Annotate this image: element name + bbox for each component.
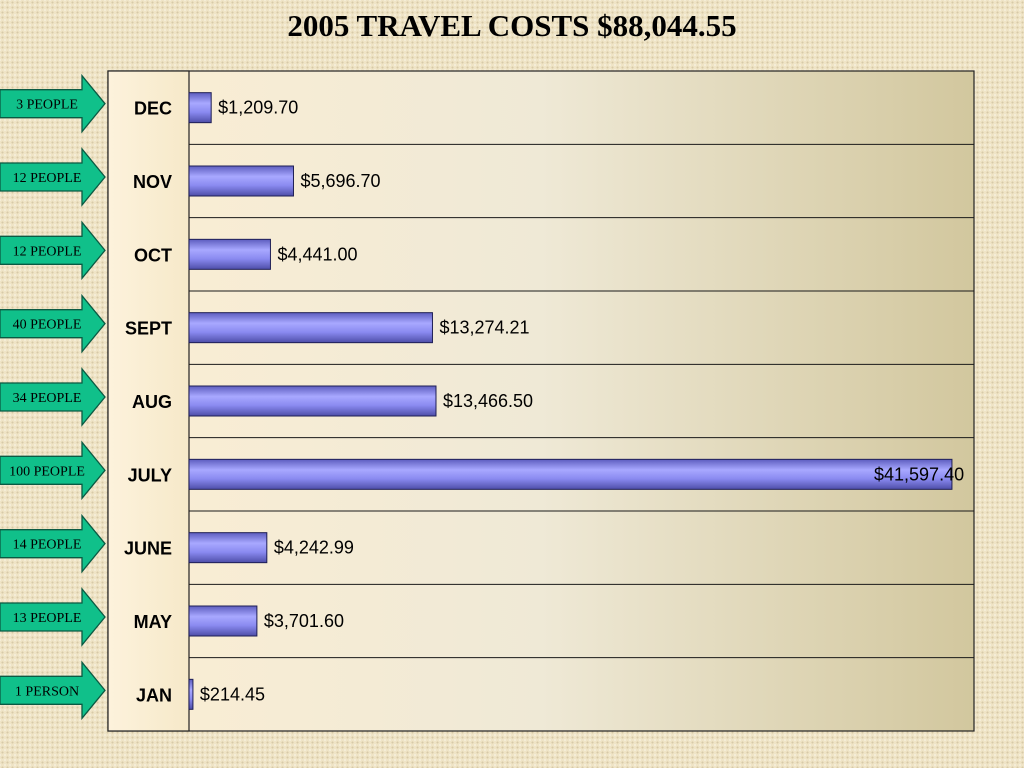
people-count-label: 40 PEOPLE (13, 318, 82, 333)
people-count-label: 14 PEOPLE (13, 538, 82, 553)
category-label: NOV (133, 172, 172, 192)
data-label: $3,701.60 (264, 611, 344, 631)
bar (188, 312, 433, 344)
data-label: $13,274.21 (439, 318, 529, 338)
people-count-label: 1 PERSON (15, 684, 79, 699)
people-count-label: 34 PEOPLE (13, 391, 82, 406)
arrow-callout (0, 660, 106, 721)
category-label: JULY (128, 465, 172, 485)
bar (188, 458, 953, 490)
bar (188, 605, 258, 637)
bar (188, 385, 437, 417)
category-axis-panel (107, 70, 190, 732)
bar (188, 238, 271, 270)
data-label: $4,242.99 (274, 538, 354, 558)
category-label: OCT (134, 245, 172, 265)
bar (188, 92, 212, 124)
arrow-callout (0, 220, 106, 281)
arrow-callout (0, 367, 106, 427)
category-label: JAN (136, 685, 172, 705)
category-label: SEPT (125, 319, 172, 339)
data-label: $13,466.50 (443, 391, 533, 411)
category-label: AUG (132, 392, 172, 412)
people-count-label: 12 PEOPLE (13, 244, 82, 259)
arrow-callout (0, 587, 106, 647)
data-label: $41,597.40 (874, 464, 964, 484)
chart-title: 2005 TRAVEL COSTS $88,044.55 (287, 8, 737, 43)
people-count-label: 13 PEOPLE (13, 611, 82, 626)
data-label: $5,696.70 (300, 171, 380, 191)
arrow-callout (0, 73, 106, 134)
arrow-callout (0, 147, 106, 207)
data-label: $214.45 (200, 684, 265, 704)
category-label: DEC (134, 99, 172, 119)
bar (188, 678, 194, 710)
data-label: $1,209.70 (218, 98, 298, 118)
people-count-label: 12 PEOPLE (13, 171, 82, 186)
arrow-callout (0, 440, 106, 501)
bar (188, 532, 268, 564)
people-count-label: 3 PEOPLE (16, 98, 78, 113)
bar (188, 165, 294, 197)
category-label: JUNE (124, 539, 172, 559)
arrow-callout (0, 513, 106, 574)
people-count-label: 100 PEOPLE (9, 464, 85, 479)
arrow-callout (0, 293, 106, 354)
data-label: $4,441.00 (277, 244, 357, 264)
category-label: MAY (134, 612, 172, 632)
